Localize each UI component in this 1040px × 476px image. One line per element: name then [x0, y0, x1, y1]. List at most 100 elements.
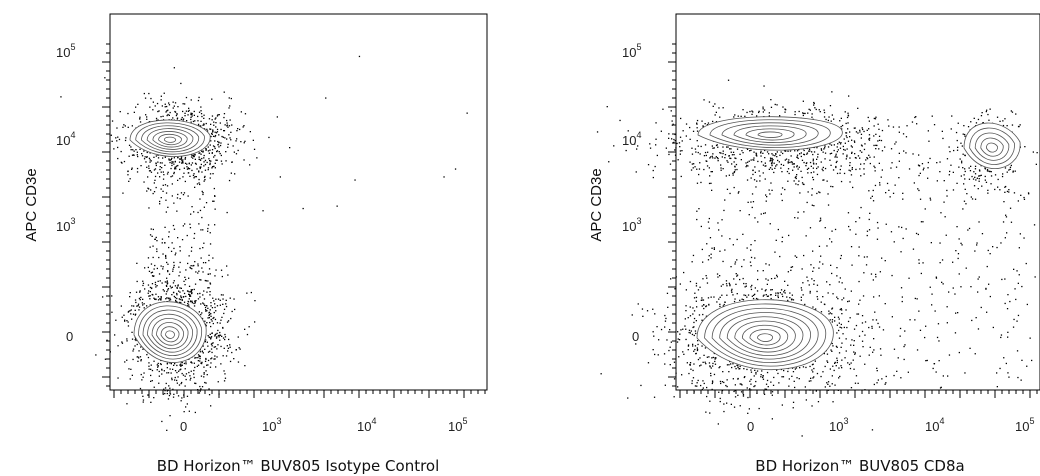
right-dot: [699, 162, 701, 164]
right-dot: [813, 104, 815, 106]
right-dot: [712, 381, 714, 383]
right-dot: [794, 368, 796, 370]
left-dot: [210, 160, 212, 162]
left-dot: [172, 368, 174, 370]
right-dot: [709, 157, 711, 159]
right-dot: [827, 146, 830, 148]
right-dot: [678, 356, 680, 358]
right-dot: [671, 120, 673, 122]
left-dot: [159, 200, 161, 203]
left-dot: [167, 288, 170, 290]
left-dot: [198, 152, 200, 154]
left-dot: [195, 271, 197, 273]
right-dot: [746, 111, 748, 114]
right-dot: [853, 340, 855, 342]
left-dot: [60, 96, 62, 98]
right-dot: [851, 146, 853, 148]
right-dot: [999, 120, 1001, 122]
right-dot: [800, 155, 802, 158]
right-dot: [730, 157, 732, 160]
left-dot: [180, 118, 182, 120]
right-dot: [740, 383, 742, 385]
left-dot: [194, 261, 196, 263]
right-dot: [692, 326, 694, 329]
right-dot: [665, 317, 667, 320]
right-dot: [696, 182, 699, 184]
left-dot: [164, 184, 167, 186]
right-dot: [696, 168, 698, 170]
left-dot: [192, 155, 195, 157]
right-dot: [635, 171, 637, 173]
left-dot: [198, 178, 200, 181]
right-dot: [813, 101, 815, 104]
right-dot: [957, 146, 959, 148]
left-dot: [129, 292, 131, 294]
right-dot: [851, 151, 853, 153]
left-dot: [152, 245, 154, 247]
right-dot: [787, 271, 789, 273]
left-dot: [162, 184, 164, 186]
left-dot: [138, 309, 140, 311]
right-dot: [842, 153, 844, 155]
right-dot: [690, 368, 692, 370]
right-dot: [756, 155, 758, 157]
right-dot: [792, 371, 795, 373]
right-dot: [769, 157, 772, 159]
left-dot: [219, 334, 222, 336]
left-dot: [136, 151, 138, 153]
left-dot: [225, 299, 227, 301]
left-dot: [184, 115, 186, 117]
right-dot: [734, 157, 736, 159]
left-dot: [203, 372, 205, 374]
right-dot: [994, 174, 997, 176]
left-dot: [227, 146, 229, 148]
right-dot: [1036, 152, 1038, 154]
left-dot: [181, 298, 183, 301]
right-dot: [789, 161, 791, 164]
right-dot: [937, 323, 940, 325]
right-dot: [689, 306, 691, 308]
right-dot: [888, 125, 890, 127]
left-dot: [207, 169, 209, 171]
right-dot: [675, 276, 677, 278]
right-dot: [813, 280, 815, 282]
right-dot: [691, 380, 693, 382]
right-dot: [775, 165, 777, 167]
left-dot: [213, 316, 215, 319]
left-dot: [223, 130, 226, 132]
right-dot: [762, 172, 764, 174]
right-dot: [919, 329, 922, 331]
right-dot: [850, 387, 853, 389]
right-dot: [705, 363, 707, 365]
left-dot: [169, 285, 171, 287]
left-dot: [207, 227, 209, 230]
right-dot: [810, 165, 812, 167]
left-dot: [142, 399, 145, 401]
right-dot: [964, 154, 966, 157]
right-dot: [816, 147, 818, 149]
right-dot: [689, 364, 691, 366]
right-dot: [787, 370, 789, 373]
right-dot: [957, 312, 959, 314]
left-dot: [121, 316, 123, 318]
right-dot: [823, 109, 825, 111]
left-dot: [180, 156, 183, 158]
left-dot: [156, 102, 159, 105]
right-dot: [725, 283, 728, 285]
right-dot: [962, 208, 964, 210]
left-dot: [167, 389, 169, 391]
left-dot: [176, 113, 178, 115]
right-dot: [779, 255, 781, 258]
right-dot: [840, 180, 843, 183]
right-dot: [752, 297, 755, 300]
right-dot: [807, 112, 809, 114]
left-dot: [237, 336, 239, 338]
left-dot: [181, 361, 183, 364]
left-dot: [131, 338, 134, 340]
right-dot: [827, 381, 830, 383]
right-dot: [1019, 233, 1021, 235]
left-dot: [134, 314, 136, 316]
right-dot: [718, 229, 720, 231]
left-dot: [237, 149, 239, 152]
right-dot: [710, 253, 712, 255]
